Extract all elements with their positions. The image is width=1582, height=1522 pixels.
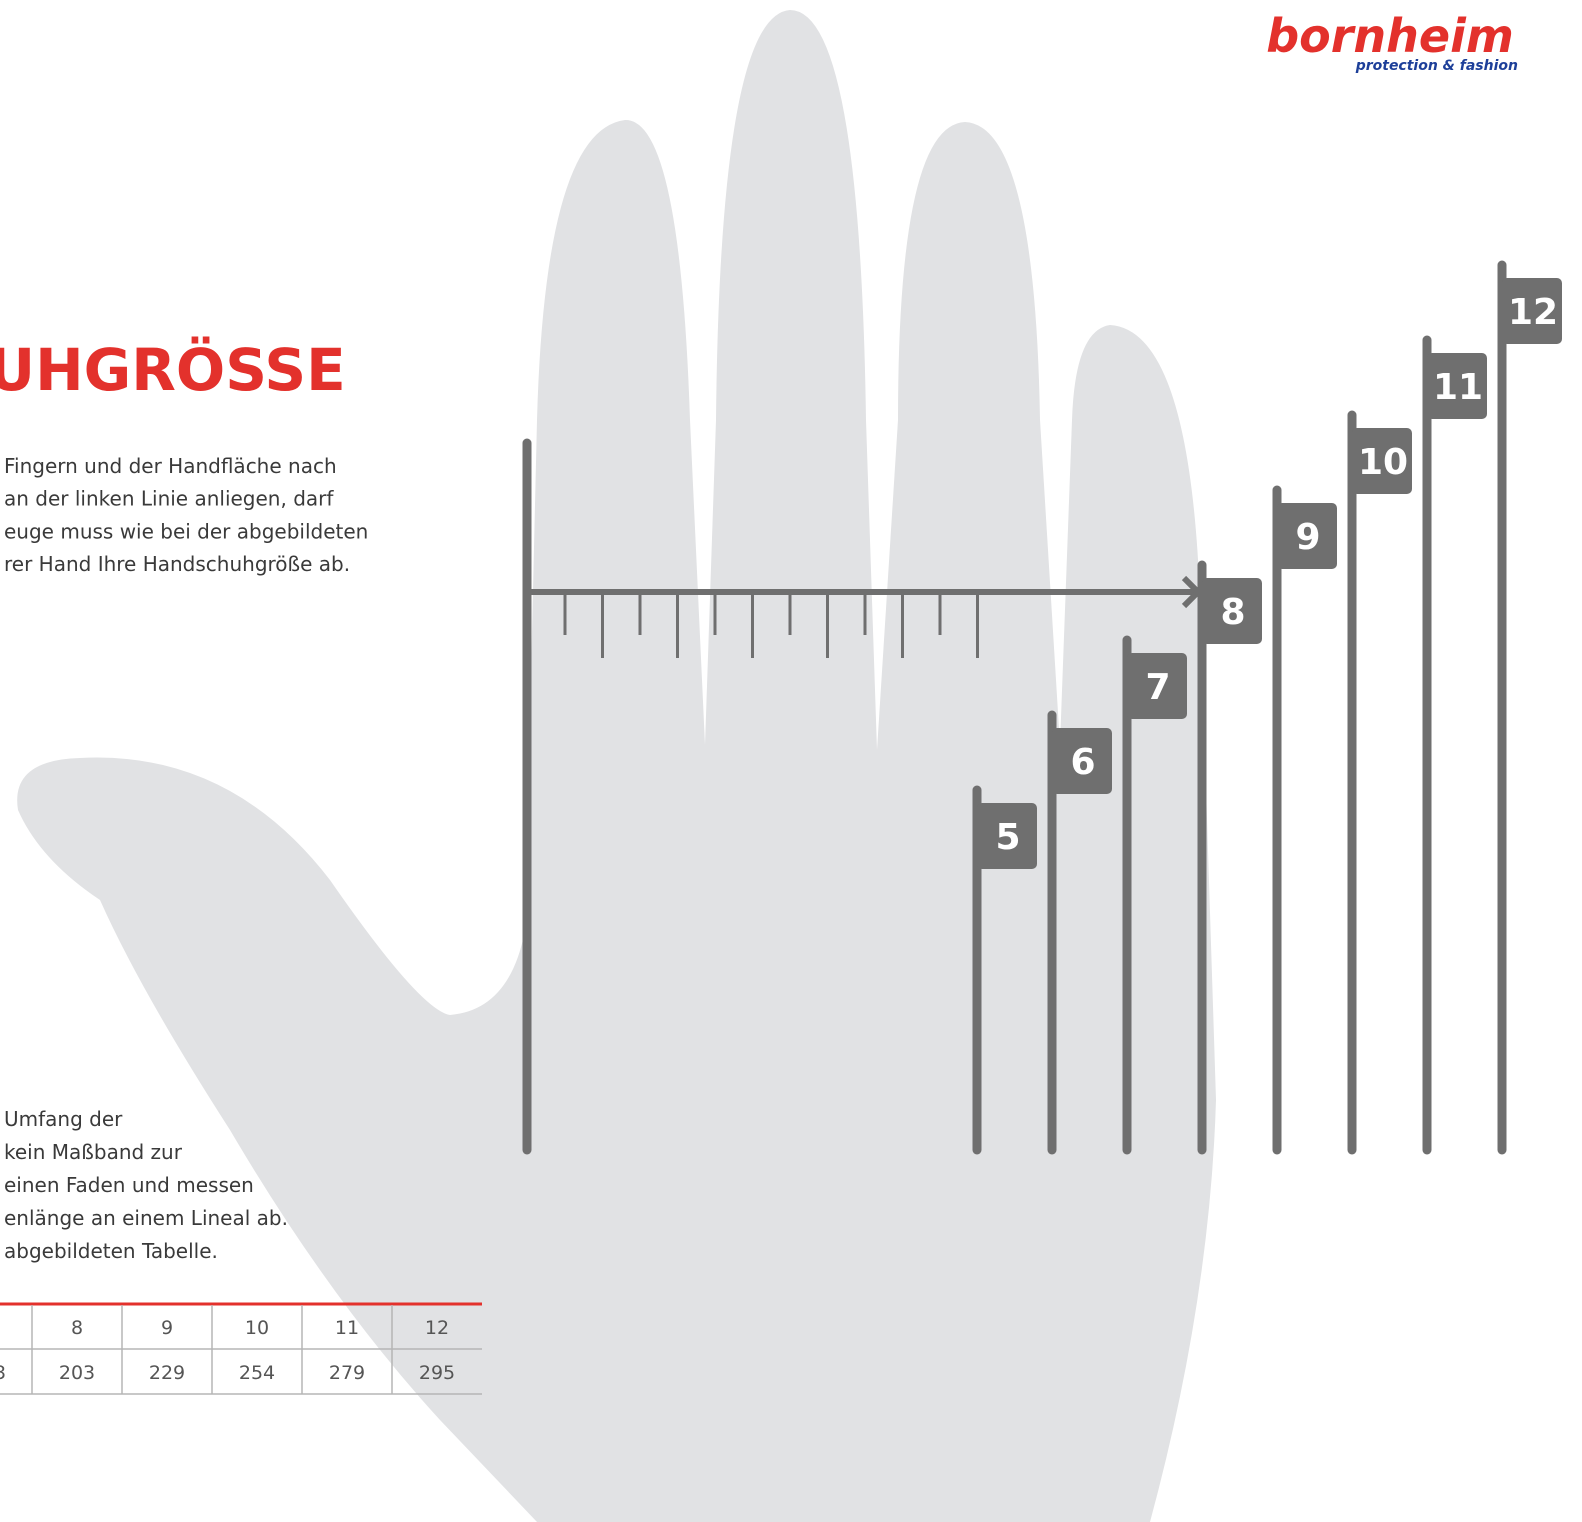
table-cell: 203 <box>59 1362 95 1384</box>
logo-name: bornheim <box>1266 9 1514 63</box>
table-cell: 10 <box>245 1317 269 1339</box>
size-flag-label: 7 <box>1145 667 1170 708</box>
intro-line: euge muss wie bei der abgebildeten <box>4 519 368 543</box>
measure-line: kein Maßband zur <box>4 1140 183 1164</box>
size-flag-label: 10 <box>1358 442 1408 483</box>
intro-line: rer Hand Ihre Handschuhgröße ab. <box>4 552 350 576</box>
hand-silhouette <box>17 10 1216 1522</box>
size-flag-label: 11 <box>1433 367 1483 408</box>
table-cell: 279 <box>329 1362 365 1384</box>
heading: UHGRÖSSE <box>0 335 346 404</box>
table-cell: 3 <box>0 1362 6 1384</box>
intro-line: an der linken Linie anliegen, darf <box>4 487 334 511</box>
size-flag-label: 12 <box>1508 292 1558 333</box>
table-cell: 295 <box>419 1362 455 1384</box>
table-cell: 254 <box>239 1362 275 1384</box>
logo-tagline: protection & fashion <box>1355 58 1518 74</box>
measure-line: Umfang der <box>4 1107 123 1131</box>
size-flag-label: 9 <box>1295 517 1320 558</box>
table-cell: 9 <box>161 1317 173 1339</box>
diagram: bornheim protection & fashion UHGRÖSSE F… <box>0 0 1582 1522</box>
table-cell: 8 <box>71 1317 83 1339</box>
size-flag-label: 6 <box>1070 742 1095 783</box>
size-flag-label: 5 <box>995 817 1020 858</box>
measure-line: einen Faden und messen <box>4 1173 254 1197</box>
table-cell: 11 <box>335 1317 359 1339</box>
size-flag-label: 8 <box>1220 592 1245 633</box>
measure-line: abgebildeten Tabelle. <box>4 1239 218 1263</box>
page: {"logo": {"name": "bornheim", "tagline":… <box>0 0 1582 1522</box>
intro-line: Fingern und der Handfläche nach <box>4 454 337 478</box>
measure-line: enlänge an einem Lineal ab. <box>4 1206 288 1230</box>
table-cell: 12 <box>425 1317 449 1339</box>
table-cell: 229 <box>149 1362 185 1384</box>
